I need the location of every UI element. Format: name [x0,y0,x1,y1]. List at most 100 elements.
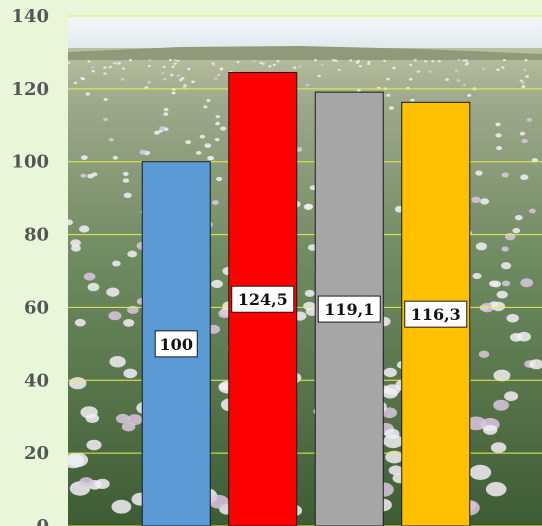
poppy-flower [68,61,71,64]
poppy-flower [147,65,151,68]
poppy-flower [386,93,391,97]
poppy-flower [313,58,317,62]
poppy-flower [521,138,528,144]
poppy-flower [259,61,263,64]
poppy-flower [519,131,526,136]
poppy-flower [475,242,487,251]
poppy-flower [108,65,112,69]
poppy-flower [303,301,316,311]
poppy-flower [73,81,78,85]
y-tick-label: 40 [24,370,49,391]
y-tick-label: 20 [24,443,49,464]
poppy-flower [220,126,227,131]
poppy-flower [199,134,206,139]
poppy-flower [478,350,490,358]
poppy-flower [215,121,220,126]
poppy-flower [457,59,461,62]
poppy-flower [480,198,490,205]
poppy-flower [445,78,449,81]
poppy-flower [383,59,387,62]
poppy-flower [268,65,272,68]
data-label: 119,1 [324,300,374,319]
poppy-flower [180,77,185,80]
poppy-flower [163,112,169,116]
poppy-flower [424,60,427,63]
poppy-flower [408,77,413,81]
poppy-flower [388,465,403,476]
poppy-flower [123,192,132,199]
poppy-flower [83,272,96,281]
poppy-flower [213,77,218,80]
poppy-flower [116,413,130,424]
poppy-flower [512,227,521,234]
poppy-flower [170,73,174,77]
poppy-flower [493,399,509,411]
poppy-flower [211,62,215,65]
poppy-flower [456,79,461,82]
poppy-flower [122,178,130,183]
poppy-flower [514,214,523,221]
poppy-flower [409,63,413,67]
poppy-flower [171,65,175,68]
poppy-flower [529,359,542,370]
poppy-flower [123,319,135,327]
poppy-flower [367,62,371,65]
poppy-flower [168,58,172,62]
poppy-flower [466,416,487,431]
poppy-flower [163,77,167,81]
poppy-flower [218,309,232,319]
poppy-flower [462,83,467,87]
poppy-flower [236,61,240,64]
poppy-flower [252,60,256,63]
poppy-flower [79,477,94,487]
y-tick-label: 120 [11,79,49,100]
poppy-flower [117,62,121,65]
poppy-flower [103,117,108,122]
poppy-flower [123,368,138,379]
poppy-flower [520,174,529,180]
poppy-flower [501,246,509,252]
data-label-box [317,295,381,323]
poppy-flower [191,80,195,84]
poppy-flower [85,92,90,96]
poppy-flower [214,137,220,142]
poppy-flower [491,301,506,312]
poppy-flower [220,67,224,70]
poppy-flower [215,115,220,119]
poppy-flower [161,72,165,75]
poppy-flower [483,424,498,435]
poppy-flower [187,67,191,71]
poppy-flower [80,155,88,161]
poppy-flower [108,311,122,321]
poppy-flower [109,356,126,368]
poppy-flower [501,66,505,69]
poppy-flower [392,66,396,70]
poppy-flower [139,149,147,155]
y-tick-label: 80 [24,225,49,246]
poppy-flower [261,62,265,65]
poppy-flower [469,464,492,480]
poppy-flower [414,59,418,63]
poppy-flower [496,290,508,299]
poppy-flower [385,450,404,464]
poppy-flower [521,81,525,85]
poppy-flower [358,65,362,68]
poppy-flower [437,60,441,63]
poppy-flower [472,272,482,280]
poppy-flower [495,122,501,127]
y-tick-label: 100 [11,152,49,173]
poppy-flower [381,407,398,419]
poppy-flower [410,98,415,102]
poppy-flower [79,225,90,233]
poppy-flower [112,155,119,160]
poppy-flower [147,80,152,84]
poppy-flower [204,143,212,149]
poppy-flower [320,63,324,66]
poppy-flower [386,77,390,81]
poppy-flower [183,84,188,87]
photo-treeline [68,46,542,60]
poppy-flower [462,59,466,62]
poppy-flower [211,279,223,289]
poppy-flower [91,66,95,69]
